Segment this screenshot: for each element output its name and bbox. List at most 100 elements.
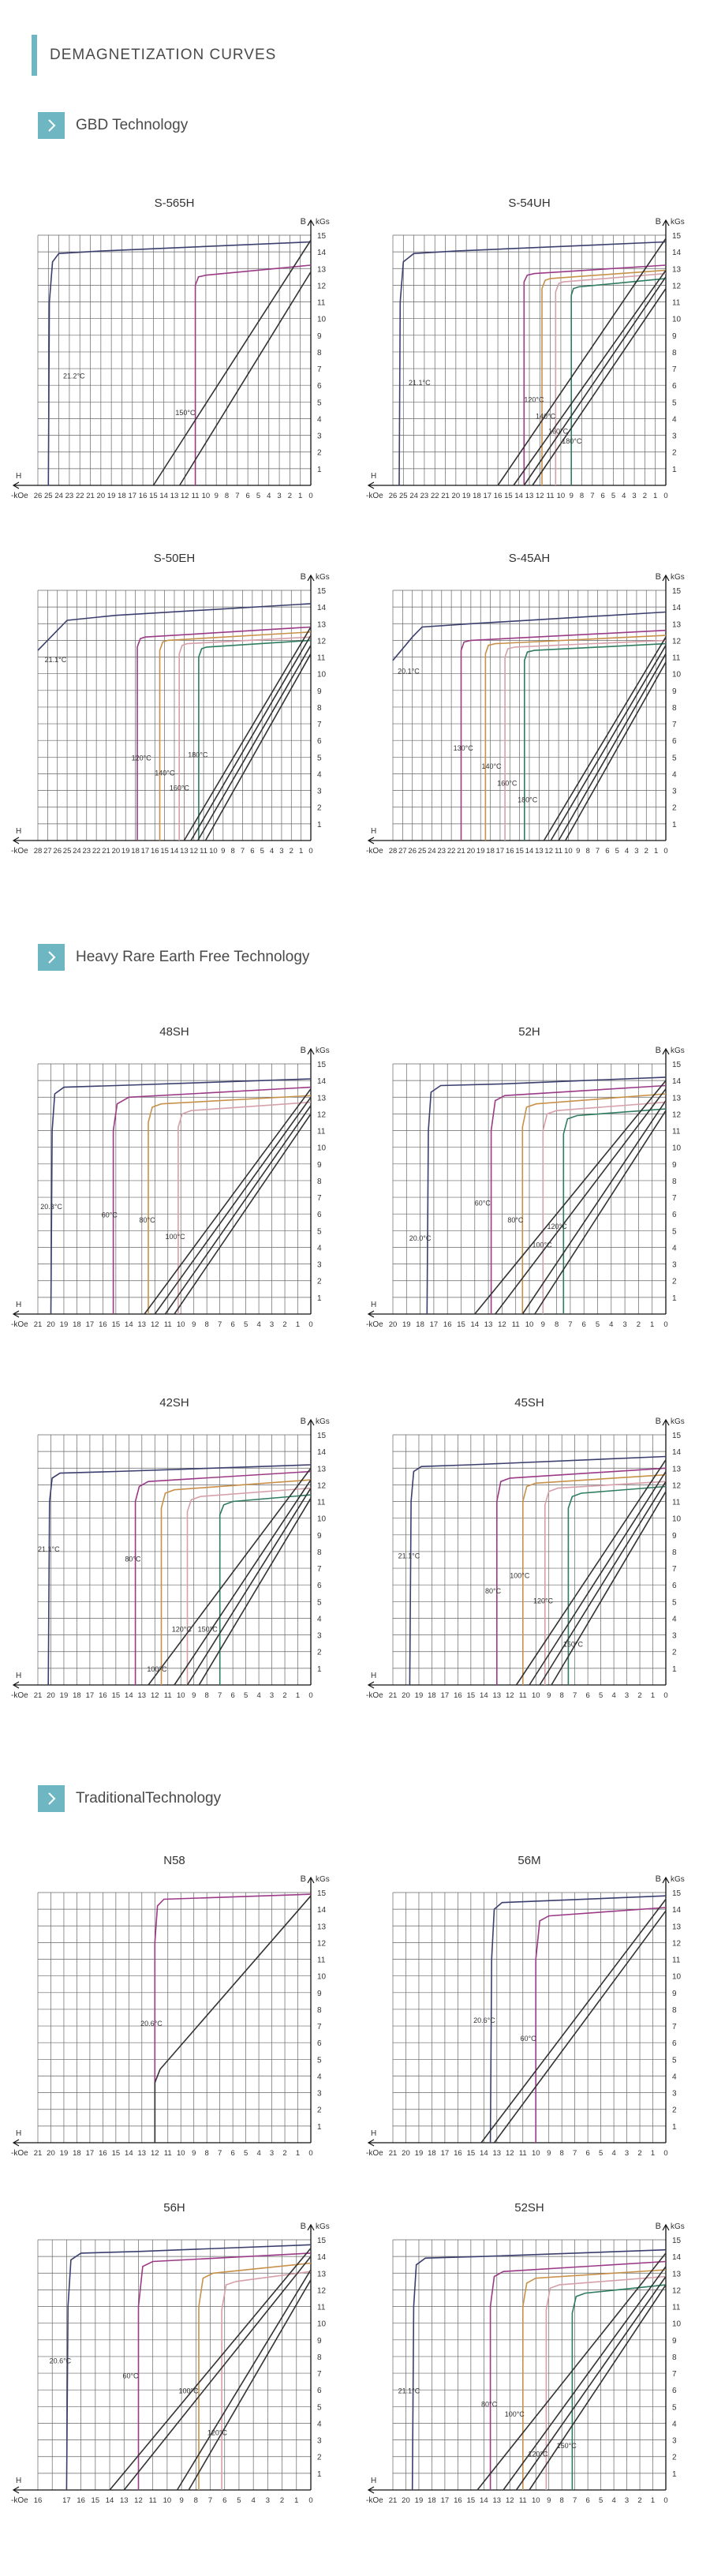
series-line	[123, 2256, 312, 2491]
series-line	[504, 639, 667, 841]
x-tick-label: 19	[462, 492, 471, 500]
y-tick-label: 1	[317, 821, 322, 829]
x-tick-label: 20	[402, 2149, 410, 2158]
temperature-label: 140°C	[536, 412, 556, 420]
x-tick-label: 27	[43, 847, 52, 856]
x-axis-label: H	[371, 1301, 376, 1309]
x-tick-label: 8	[555, 1320, 559, 1329]
temperature-label: 80°C	[481, 2400, 498, 2408]
y-tick-label: 4	[672, 1244, 677, 1252]
series-line	[555, 272, 667, 485]
x-tick-label: 24	[73, 847, 81, 856]
temperature-label: 150°C	[557, 2442, 577, 2450]
y-tick-label: 4	[672, 2072, 677, 2081]
y-tick-label: 2	[672, 1649, 677, 1657]
x-axis-arrow	[12, 481, 20, 489]
x-tick-label: 0	[308, 492, 312, 500]
series-line	[197, 645, 312, 841]
x-tick-label: 20	[47, 1320, 55, 1329]
x-tick-label: 0	[663, 1691, 667, 1700]
x-tick-label: 3	[270, 1691, 274, 1700]
x-tick-label: 18	[428, 1691, 436, 1700]
x-tick-label: 12	[151, 1691, 159, 1700]
series-line	[174, 1479, 312, 1686]
y-tick-label: 12	[317, 1110, 327, 1119]
series-line	[134, 1470, 312, 1685]
y-tick-label: 14	[672, 1906, 682, 1915]
series-line	[411, 2248, 667, 2491]
series-line	[137, 2252, 312, 2490]
x-tick-label: 9	[192, 1320, 196, 1329]
x-tick-label: 4	[611, 2496, 615, 2505]
x-tick-label: 8	[230, 847, 234, 856]
series-line	[136, 626, 312, 841]
x-tick-label: 18	[473, 492, 481, 500]
chart-title: S-54UH	[508, 197, 550, 210]
series-line	[190, 635, 312, 841]
y-axis-label: B	[301, 1874, 306, 1884]
y-tick-label: 7	[317, 2023, 322, 2031]
y-axis-unit: kGs	[671, 218, 685, 227]
x-axis-arrow	[12, 2486, 20, 2494]
x-tick-label: 4	[267, 492, 271, 500]
y-tick-label: 13	[672, 1094, 682, 1103]
x-tick-label: 1	[650, 1320, 654, 1329]
x-tick-label: 14	[125, 1691, 133, 1700]
x-tick-label: 4	[270, 847, 274, 856]
series-line	[148, 1467, 312, 1686]
x-tick-label: 13	[138, 1691, 147, 1700]
y-tick-label: 10	[672, 1973, 682, 1982]
x-axis-arrow	[367, 1310, 375, 1318]
y-tick-label: 10	[672, 671, 682, 680]
series-line	[558, 653, 667, 841]
x-tick-label: 3	[625, 2149, 629, 2158]
x-tick-label: 3	[270, 2149, 274, 2158]
y-tick-label: 11	[317, 2304, 326, 2312]
series-line	[219, 1494, 312, 1685]
y-axis-label: B	[301, 572, 306, 582]
temperature-label: 60°C	[122, 2372, 139, 2379]
x-tick-label: 0	[663, 847, 667, 856]
x-tick-label: 1	[296, 1320, 300, 1329]
series-line	[496, 1467, 667, 1685]
x-tick-label: 14	[514, 492, 523, 500]
y-tick-label: 3	[317, 1261, 322, 1270]
x-axis-arrow	[367, 837, 375, 844]
y-tick-label: 5	[317, 1227, 322, 1236]
y-tick-label: 7	[672, 365, 677, 374]
y-tick-label: 1	[672, 821, 677, 829]
y-tick-label: 12	[672, 637, 682, 646]
x-tick-label: 10	[202, 492, 211, 500]
x-tick-label: 3	[634, 847, 638, 856]
x-tick-label: 16	[34, 2496, 43, 2505]
x-tick-label: 19	[415, 1691, 424, 1700]
y-tick-label: 15	[317, 2237, 327, 2245]
x-tick-label: 9	[541, 1320, 545, 1329]
x-tick-label: 16	[443, 1320, 452, 1329]
y-tick-label: 14	[672, 1448, 682, 1457]
y-tick-label: 12	[317, 2286, 327, 2295]
x-tick-label: 5	[611, 492, 615, 500]
x-tick-label: 7	[573, 1691, 577, 1700]
x-tick-label: 19	[121, 847, 130, 856]
x-tick-label: 3	[277, 492, 281, 500]
y-axis-arrow	[662, 1418, 670, 1426]
x-tick-label: 8	[585, 847, 589, 856]
page-title: DEMAGNETIZATION CURVES	[50, 47, 277, 63]
y-tick-label: 11	[672, 1128, 681, 1136]
grid	[392, 1892, 667, 2144]
series-line	[562, 1108, 667, 1314]
series-line	[460, 629, 667, 841]
x-tick-label: 11	[164, 2149, 172, 2158]
x-tick-label: 19	[60, 2149, 69, 2158]
series-line	[160, 1479, 312, 1685]
y-tick-label: 13	[317, 1094, 327, 1103]
y-tick-label: 14	[672, 1077, 682, 1086]
x-tick-label: 20	[47, 2149, 55, 2158]
x-tick-label: 0	[308, 1320, 312, 1329]
temperature-label: 150°C	[563, 1640, 584, 1648]
y-tick-label: 2	[317, 1278, 322, 1286]
x-tick-label: 16	[494, 492, 503, 500]
